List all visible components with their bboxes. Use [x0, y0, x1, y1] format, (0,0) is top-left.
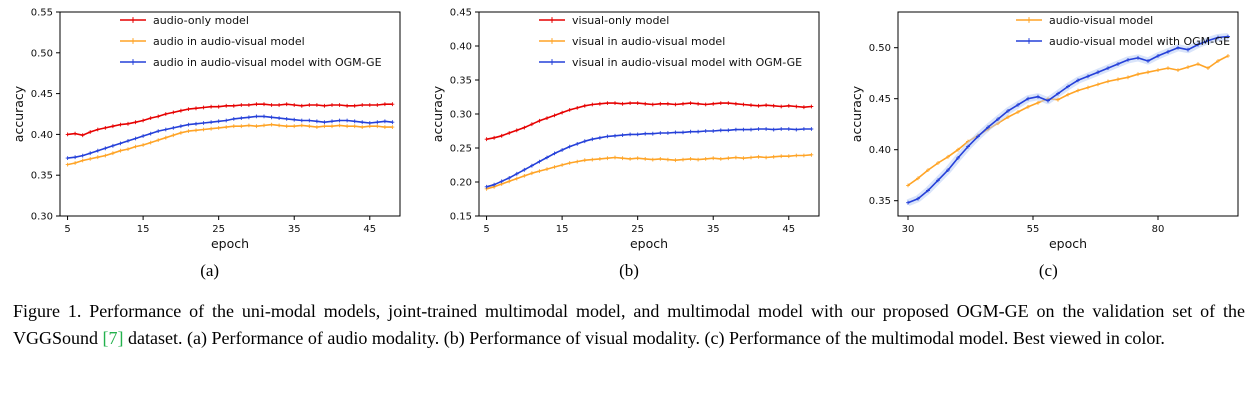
legend-marker [549, 59, 555, 65]
axes-frame [59, 11, 401, 217]
x-axis-label: epoch [211, 236, 249, 251]
x-tick-label: 35 [288, 224, 301, 235]
series-markers [906, 34, 1231, 205]
series-shaded-band [907, 33, 1229, 206]
series-markers [484, 127, 814, 189]
figure-caption: Figure 1. Performance of the uni-modal m… [13, 298, 1245, 353]
plot-area: 0.30 0.35 0.40 0.45 0.50 0.55 5 15 25 35 45 accurac… [11, 8, 401, 251]
y-axis-label: accuracy [849, 85, 864, 142]
axes-frame [897, 11, 1239, 217]
x-tick-label: 25 [631, 224, 644, 235]
legend-label: visual in audio-visual model with OGM-GE [572, 56, 802, 69]
legend-marker [1026, 38, 1033, 44]
legend-label: audio-only model [153, 14, 249, 27]
series-markers [484, 101, 814, 142]
legend-marker [129, 59, 136, 65]
y-tick-label: 0.15 [450, 212, 472, 223]
x-tick-label: 25 [212, 224, 225, 235]
x-tick-label: 45 [363, 224, 376, 235]
series-markers [65, 114, 394, 160]
legend: audio-only model audio in audio-visual mo… [119, 14, 382, 69]
chart-b-visual-accuracy: 0.15 0.20 0.25 0.30 0.35 0.40 0.45 5 15 25 35 45 acc… [430, 8, 820, 251]
plot-area: 0.35 0.40 0.45 0.50 30 55 80 accuracy epoch [849, 11, 1239, 251]
legend-label: audio in audio-visual model [153, 35, 305, 48]
y-tick-label: 0.25 [450, 144, 472, 155]
y-tick-label: 0.55 [30, 8, 52, 19]
x-tick-label: 30 [902, 224, 915, 235]
x-tick-label: 15 [556, 224, 569, 235]
chart-a-audio-accuracy: 0.30 0.35 0.40 0.45 0.50 0.55 5 15 25 35 45 accurac… [11, 8, 401, 251]
y-axis-label: accuracy [11, 85, 26, 142]
legend-label: audio-visual model [1049, 14, 1153, 27]
x-tick-label: 15 [136, 224, 149, 235]
legend-marker [549, 38, 555, 44]
legend-label: audio in audio-visual model with OGM-GE [153, 56, 382, 69]
series-line [486, 154, 812, 190]
y-tick-label: 0.35 [869, 196, 891, 207]
legend-label: visual-only model [572, 14, 669, 27]
legend-marker [1026, 17, 1033, 23]
chart-panel-a: 0.30 0.35 0.40 0.45 0.50 0.55 5 15 25 35 45 accurac… [0, 4, 419, 281]
x-tick-label: 5 [64, 224, 70, 235]
chart-c-multimodal-accuracy: 0.35 0.40 0.45 0.50 30 55 80 accuracy epoch audio… [849, 11, 1239, 251]
y-tick-label: 0.45 [869, 94, 891, 105]
chart-panel-b: 0.15 0.20 0.25 0.30 0.35 0.40 0.45 5 15 25 35 45 acc… [419, 4, 838, 281]
y-tick-label: 0.30 [450, 110, 472, 121]
x-tick-label: 55 [1027, 224, 1040, 235]
x-axis-label: epoch [1049, 236, 1087, 251]
subcaption-b: (b) [619, 261, 639, 280]
figure-1: 0.30 0.35 0.40 0.45 0.50 0.55 5 15 25 35 45 accurac… [0, 4, 1258, 353]
y-tick-label: 0.35 [30, 171, 52, 182]
y-tick-label: 0.30 [30, 212, 52, 223]
citation-7[interactable]: [7] [102, 328, 124, 349]
chart-panel-c: 0.35 0.40 0.45 0.50 30 55 80 accuracy epoch audio… [839, 4, 1258, 281]
legend-marker [549, 17, 555, 23]
caption-text-1: Figure 1. Performance of the uni-modal m… [13, 301, 1245, 349]
legend: visual-only model visual in audio-visual … [538, 14, 802, 69]
legend-marker [129, 17, 136, 23]
plot-area: 0.15 0.20 0.25 0.30 0.35 0.40 0.45 5 15 25 35 45 acc… [430, 8, 820, 251]
series-markers [65, 122, 394, 167]
y-tick-label: 0.20 [450, 178, 472, 189]
subcaption-a: (a) [200, 261, 220, 280]
caption-text-2: dataset. (a) Performance of audio modali… [123, 328, 1165, 349]
series-markers [65, 102, 394, 138]
charts-row: 0.30 0.35 0.40 0.45 0.50 0.55 5 15 25 35 45 accurac… [0, 4, 1258, 281]
legend: audio-visual model audio-visual model wit… [1016, 14, 1230, 48]
legend-label: visual in audio-visual model [572, 35, 725, 48]
y-tick-label: 0.45 [450, 8, 472, 19]
subcaption-c: (c) [1038, 261, 1058, 280]
y-tick-label: 0.50 [869, 43, 891, 54]
y-tick-label: 0.40 [30, 130, 52, 141]
series-line [907, 55, 1229, 187]
y-tick-label: 0.40 [450, 42, 472, 53]
y-axis-label: accuracy [430, 85, 445, 142]
series-markers [484, 152, 814, 191]
y-tick-label: 0.40 [869, 145, 891, 156]
x-tick-label: 80 [1152, 224, 1165, 235]
series-line [908, 35, 1229, 204]
x-axis-label: epoch [630, 236, 668, 251]
y-tick-label: 0.50 [30, 48, 52, 59]
legend-label: audio-visual model with OGM-GE [1049, 35, 1230, 48]
axes-frame [478, 11, 820, 217]
y-tick-label: 0.45 [30, 89, 52, 100]
x-tick-label: 35 [707, 224, 720, 235]
y-tick-label: 0.35 [450, 76, 472, 87]
legend-marker [129, 38, 136, 44]
x-tick-label: 5 [483, 224, 489, 235]
x-tick-label: 45 [782, 224, 795, 235]
